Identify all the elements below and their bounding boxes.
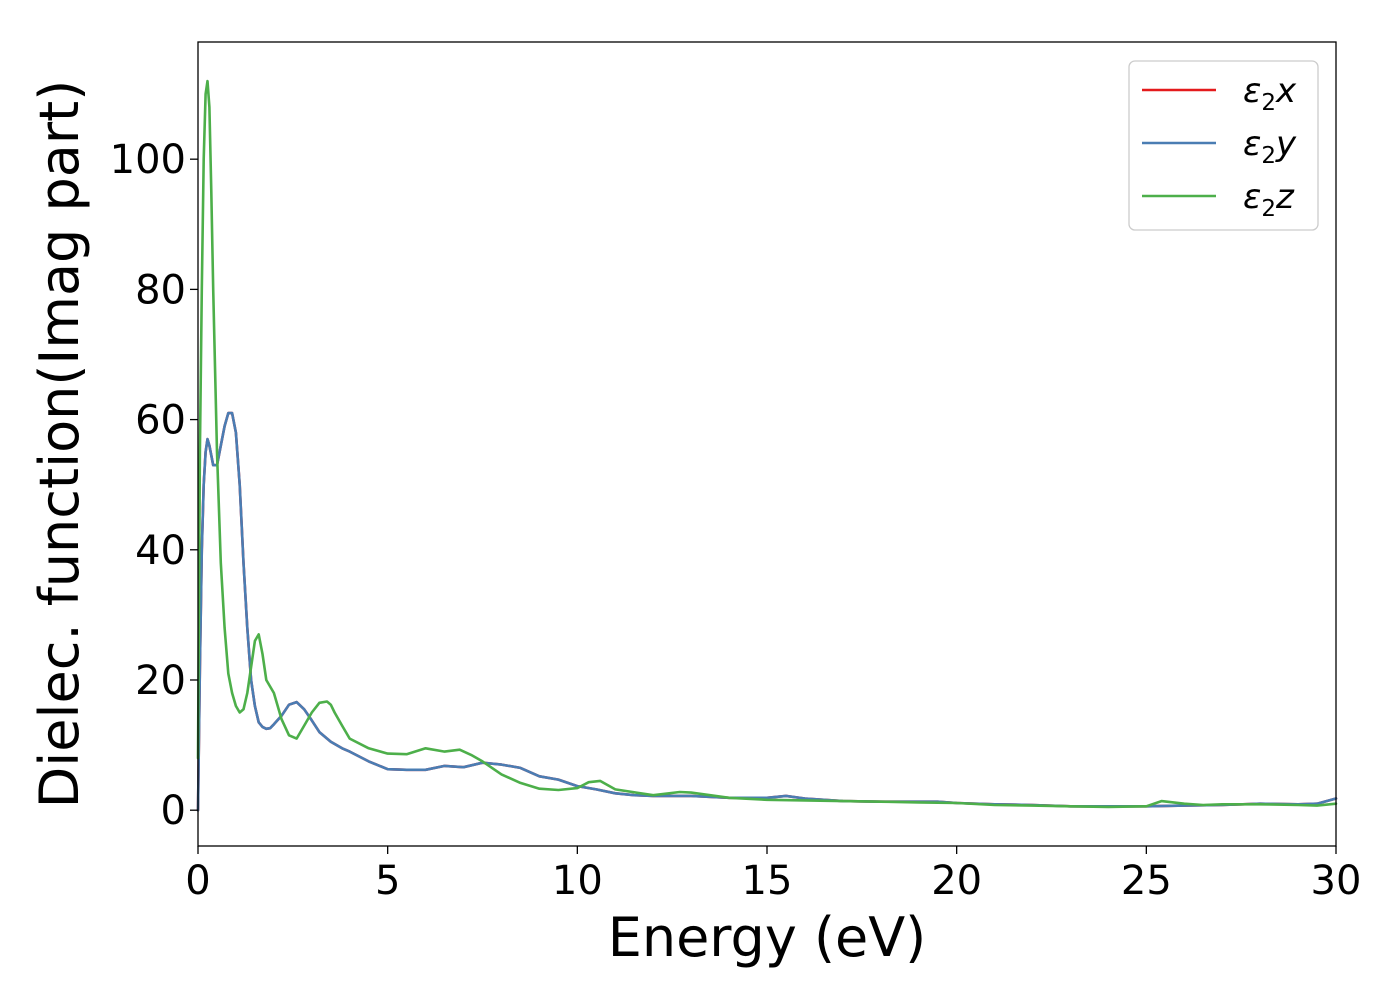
y-axis-label: Dielec. function(Imag part) — [28, 80, 91, 809]
legend-label-y: ε2y — [1243, 124, 1297, 169]
y-tick-label: 40 — [135, 528, 186, 574]
x-axis-ticks: 0 5 10 15 20 25 30 — [185, 846, 1361, 904]
y-axis-ticks: 0 20 40 60 80 100 — [110, 137, 198, 834]
legend-box — [1128, 60, 1319, 231]
y-tick-label: 20 — [135, 658, 186, 704]
legend: ε2x ε2y ε2z — [1128, 60, 1319, 231]
x-tick-label: 30 — [1311, 858, 1362, 904]
y-tick-label: 80 — [135, 267, 186, 313]
y-tick-label: 60 — [135, 398, 186, 444]
x-tick-label: 10 — [552, 858, 603, 904]
y-tick-label: 0 — [161, 788, 186, 834]
y-tick-label: 100 — [110, 137, 186, 183]
x-axis-label: Energy (eV) — [608, 906, 927, 969]
legend-label-z: ε2z — [1243, 177, 1295, 222]
series-line-x — [196, 411, 1338, 812]
x-tick-label: 20 — [931, 858, 982, 904]
x-tick-label: 5 — [375, 858, 400, 904]
x-tick-label: 25 — [1121, 858, 1172, 904]
x-tick-label: 15 — [742, 858, 793, 904]
series-line-y — [196, 411, 1338, 812]
x-tick-label: 0 — [185, 858, 210, 904]
series-line-z — [196, 79, 1338, 809]
series-layer — [196, 79, 1338, 812]
legend-label-x: ε2x — [1243, 71, 1297, 116]
